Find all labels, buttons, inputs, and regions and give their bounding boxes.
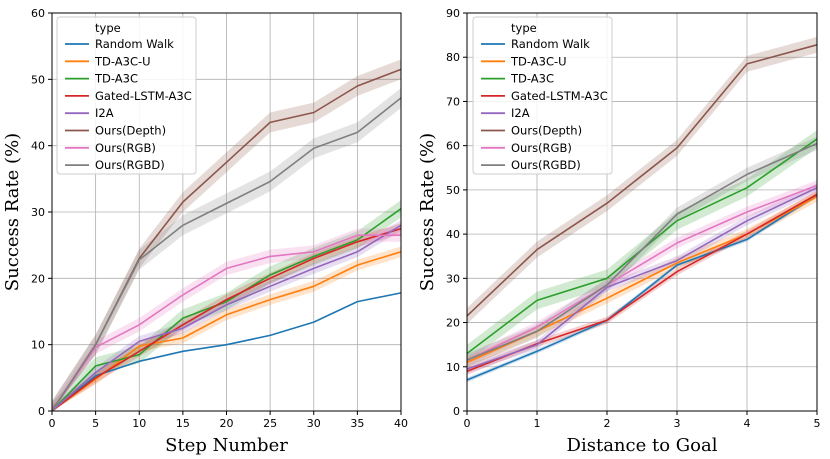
legend-entry: I2A	[95, 106, 114, 120]
legend-entry: TD-A3C-U	[94, 54, 151, 68]
legend-entry: Random Walk	[511, 37, 590, 51]
series-line-ours-rgb-	[51, 234, 401, 412]
y-tick-label: 0	[38, 405, 45, 418]
x-tick-label: 20	[220, 417, 234, 430]
band-td-a3c	[467, 130, 817, 363]
legend-entry: Ours(RGBD)	[511, 158, 581, 172]
y-tick-label: 60	[446, 140, 460, 153]
legend-entry: Ours(Depth)	[95, 124, 166, 138]
band-ours-rgbd-	[52, 88, 401, 411]
y-tick-label: 30	[31, 206, 45, 219]
y-tick-label: 50	[31, 73, 45, 86]
x-tick-label: 3	[674, 417, 681, 430]
x-tick-label: 5	[92, 417, 99, 430]
y-tick-label: 40	[31, 140, 45, 153]
y-tick-label: 40	[446, 228, 460, 241]
series-line-random-walk	[51, 292, 402, 412]
x-axis-title: Step Number	[165, 435, 288, 456]
x-tick-label: 10	[132, 417, 146, 430]
x-tick-label: 4	[744, 417, 751, 430]
legend-entry: Ours(RGB)	[95, 141, 156, 155]
series-line-ours-rgb-	[466, 184, 818, 361]
legend-entry: Ours(Depth)	[511, 124, 582, 138]
series-line-i2a	[466, 186, 818, 370]
legend-entry: TD-A3C	[94, 72, 138, 86]
x-axis-title: Distance to Goal	[567, 435, 718, 456]
legend: type Random Walk TD-A3C-U TD-A3C Gated-LSTM-…	[472, 16, 613, 175]
legend-entry: I2A	[511, 106, 530, 120]
y-tick-label: 20	[31, 272, 45, 285]
legend-entry: Gated-LSTM-A3C	[511, 89, 608, 103]
axes: 0 5 10 15 20 25 30 35 40 0 10 20 30 40 50 60	[31, 7, 408, 430]
y-tick-label: 70	[446, 95, 460, 108]
band-ours-rgb-	[52, 228, 401, 411]
x-tick-label: 0	[464, 417, 471, 430]
legend: type Random Walk TD-A3C-U TD-A3C Gated-LSTM-…	[56, 16, 197, 175]
series-line-ours-depth-	[466, 44, 818, 317]
y-tick-label: 60	[31, 7, 45, 20]
series-line-ours-rgbd-	[51, 97, 402, 412]
series-line-gated-lstm-a3c	[51, 227, 402, 412]
y-axis-title: Success Rate (%)	[417, 133, 438, 291]
legend-entry: TD-A3C-U	[510, 54, 567, 68]
legend-box	[472, 16, 613, 175]
legend-title: type	[95, 21, 121, 35]
legend-entry: Ours(RGBD)	[95, 158, 165, 172]
grid	[51, 12, 402, 412]
x-tick-label: 35	[350, 417, 364, 430]
x-tick-label: 15	[176, 417, 190, 430]
legend-entry: Ours(RGB)	[511, 141, 572, 155]
legend-entry: Random Walk	[95, 37, 174, 51]
y-tick-label: 30	[446, 272, 460, 285]
y-axis-title: Success Rate (%)	[2, 133, 23, 291]
chart-1: 0 5 10 15 20 25 30 35 40 0 10 20 30 40 50 60 Step Number…	[2, 7, 408, 456]
series-group	[51, 59, 402, 412]
x-tick-label: 25	[263, 417, 277, 430]
y-tick-label: 90	[446, 7, 460, 20]
legend-entry: Gated-LSTM-A3C	[95, 89, 192, 103]
legend-entry: TD-A3C	[510, 72, 554, 86]
series-line-i2a	[51, 224, 402, 412]
x-tick-label: 1	[534, 417, 541, 430]
legend-box	[56, 16, 197, 175]
band-ours-depth-	[467, 36, 817, 324]
y-tick-label: 20	[446, 317, 460, 330]
y-tick-label: 80	[446, 51, 460, 64]
y-tick-label: 50	[446, 184, 460, 197]
legend-title: type	[511, 21, 537, 35]
band-gated-lstm-a3c	[52, 223, 401, 411]
x-tick-label: 30	[307, 417, 321, 430]
series-line-random-walk	[466, 194, 818, 381]
plot-frame	[466, 12, 818, 412]
y-tick-label: 0	[453, 405, 460, 418]
x-tick-label: 5	[814, 417, 821, 430]
x-tick-label: 2	[604, 417, 611, 430]
band-td-a3c-u	[52, 246, 401, 411]
x-tick-label: 40	[394, 417, 408, 430]
y-tick-label: 10	[31, 339, 45, 352]
y-tick-label: 10	[446, 361, 460, 374]
series-line-ours-rgbd-	[466, 142, 818, 361]
series-group	[466, 36, 818, 383]
band-ours-rgbd-	[467, 136, 817, 367]
x-tick-label: 0	[49, 417, 56, 430]
